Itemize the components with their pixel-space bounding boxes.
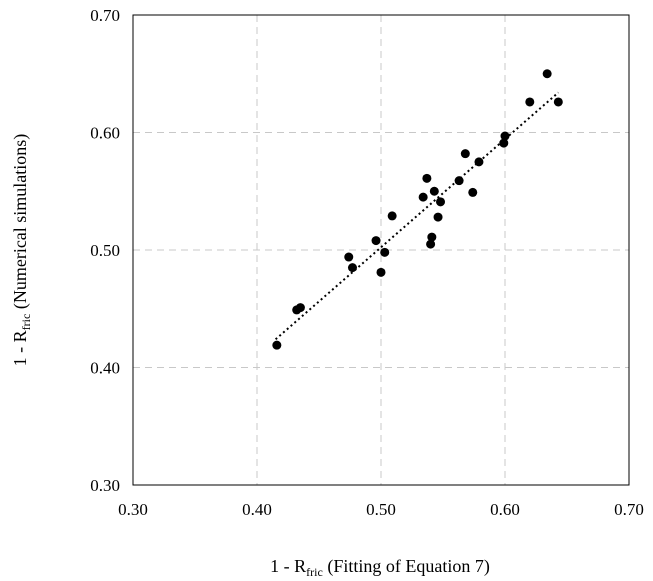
data-point [474, 157, 484, 167]
data-point [500, 131, 510, 141]
data-point [553, 97, 563, 107]
y-tick-label: 0.30 [90, 476, 120, 495]
x-tick-label: 0.40 [242, 500, 272, 519]
data-point [427, 232, 437, 242]
data-point [468, 187, 478, 197]
x-tick-label: 0.30 [118, 500, 148, 519]
data-point [454, 176, 464, 186]
data-point [272, 340, 282, 350]
data-point [460, 149, 470, 159]
data-point [426, 239, 436, 249]
x-axis-title: 1 - Rfric (Fitting of Equation 7) [270, 556, 490, 579]
gridlines [133, 15, 629, 485]
y-tick-label: 0.50 [90, 241, 120, 260]
data-points [272, 69, 563, 350]
x-tick-label: 0.60 [490, 500, 520, 519]
x-tick-labels: 0.30 0.40 0.50 0.60 0.70 [118, 500, 644, 519]
data-point [433, 212, 443, 222]
data-point [542, 69, 552, 79]
x-tick-label: 0.70 [614, 500, 644, 519]
data-point [418, 192, 428, 202]
y-tick-label: 0.60 [90, 124, 120, 143]
data-point [344, 252, 354, 262]
data-point [380, 247, 390, 257]
data-point [525, 97, 535, 107]
data-point [436, 197, 446, 207]
data-point [422, 173, 432, 183]
data-point [347, 263, 357, 273]
data-point [376, 267, 386, 277]
data-point [499, 138, 509, 148]
x-tick-label: 0.50 [366, 500, 396, 519]
plot-area-frame [132, 14, 630, 486]
y-tick-labels: 0.30 0.40 0.50 0.60 0.70 [90, 6, 120, 495]
data-point [295, 303, 305, 313]
data-point [371, 236, 381, 246]
data-point [429, 186, 439, 196]
data-point [387, 211, 397, 221]
y-tick-label: 0.70 [90, 6, 120, 25]
y-axis-title: 1 - Rfric (Numerical simulations) [10, 134, 33, 367]
trendline [274, 91, 559, 341]
y-tick-label: 0.40 [90, 359, 120, 378]
